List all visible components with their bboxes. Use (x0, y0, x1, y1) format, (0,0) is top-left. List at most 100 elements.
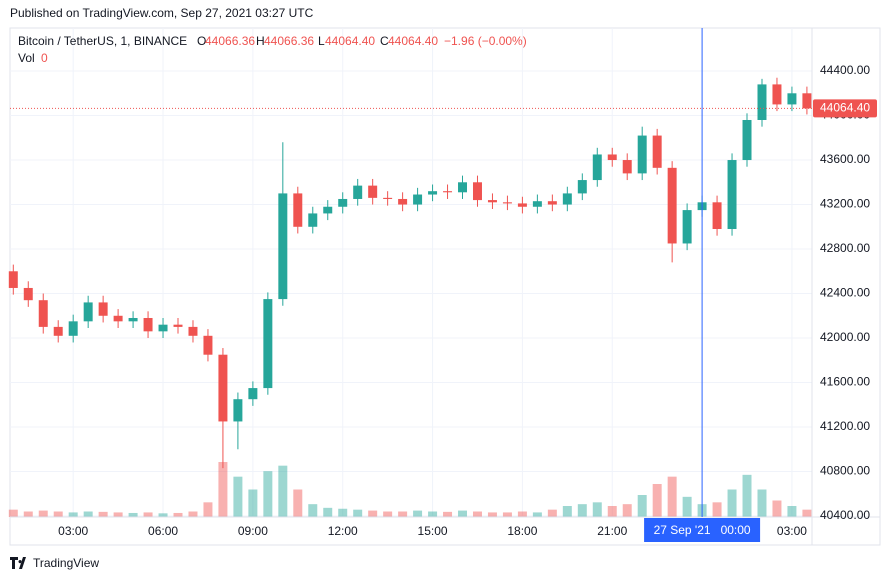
candle-body (218, 354, 228, 422)
volume-bar (772, 500, 782, 517)
volume-bar (8, 509, 18, 517)
candle-body (757, 84, 767, 120)
ohlc-key: L (318, 34, 325, 48)
x-tick-label: 18:00 (507, 524, 537, 538)
volume-bar (158, 513, 168, 517)
volume-bar (128, 512, 138, 517)
candle-body (532, 201, 542, 207)
x-tick-label: 03:00 (58, 524, 88, 538)
candle-body (293, 193, 303, 227)
volume-bar (203, 502, 213, 517)
footer-logo: TradingView (10, 556, 99, 570)
candle-body (652, 135, 662, 168)
y-tick-label: 41200.00 (820, 419, 870, 433)
crosshair-box (644, 518, 761, 542)
volume-bar (577, 504, 587, 517)
volume-bar (53, 511, 63, 517)
volume-bar (428, 511, 438, 517)
volume-bar (233, 476, 243, 517)
candle-body (607, 154, 617, 161)
volume-bar (278, 465, 288, 517)
candle-body (248, 388, 258, 400)
candle-body (517, 203, 527, 207)
candle-body (562, 193, 572, 205)
candle-body (338, 198, 348, 207)
candle-body (263, 299, 273, 389)
y-tick-label: 41600.00 (820, 375, 870, 389)
volume-bar (517, 511, 527, 517)
volume-bar (218, 462, 228, 517)
y-tick-label: 40400.00 (820, 508, 870, 522)
candle-body (712, 202, 722, 230)
candle-body (128, 317, 138, 322)
candle-body (458, 182, 468, 193)
y-tick-label: 42000.00 (820, 330, 870, 344)
candle-body (472, 182, 482, 201)
candle-body (113, 315, 123, 322)
logo-icon (10, 557, 26, 569)
candle-body (787, 93, 797, 105)
brand: TradingView (33, 556, 99, 570)
volume-bar (502, 512, 512, 517)
volume-bar (368, 510, 378, 517)
volume-bar (458, 510, 468, 517)
x-tick-label: 21:00 (597, 524, 627, 538)
volume-bar (787, 506, 797, 517)
volume-bar (98, 511, 108, 517)
volume-bar (308, 504, 318, 517)
candle-body (443, 191, 453, 193)
last-price-box (813, 99, 877, 118)
volume-bar (472, 511, 482, 517)
volume-bar (293, 489, 303, 517)
ohlc-key: H (256, 34, 265, 48)
candle-body (502, 202, 512, 204)
y-tick-label: 40800.00 (820, 464, 870, 478)
candle-body (38, 300, 48, 327)
x-tick-label: 15:00 (418, 524, 448, 538)
x-tick-label: 12:00 (328, 524, 358, 538)
volume-bar (383, 511, 393, 517)
vol-value: 0 (41, 51, 48, 65)
y-tick-label: 42400.00 (820, 286, 870, 300)
volume-bar (68, 512, 78, 517)
y-tick-label: 43200.00 (820, 197, 870, 211)
ohlc-value: 44064.40 (325, 34, 375, 48)
x-tick-label: 09:00 (238, 524, 268, 538)
volume-bar (547, 509, 557, 517)
candle-body (188, 326, 198, 336)
candle-body (487, 200, 497, 203)
ohlc-value: 44064.40 (388, 34, 438, 48)
volume-bar (592, 502, 602, 517)
x-tick-label: 06:00 (148, 524, 178, 538)
volume-bar (38, 510, 48, 517)
y-tick-label: 42800.00 (820, 241, 870, 255)
candle-body (308, 213, 318, 227)
ohlc-value: 44066.36 (264, 34, 314, 48)
candle-body (68, 321, 78, 336)
crosshair-label: 27 Sep '21 00:00 (654, 523, 751, 537)
vol-key: Vol (18, 51, 35, 65)
candle-body (278, 193, 288, 300)
volume-bar (532, 512, 542, 517)
ohlc-key: O (197, 34, 206, 48)
candle-body (802, 93, 812, 109)
candle-body (682, 210, 692, 244)
volume-bar (682, 496, 692, 517)
volume-bar (173, 512, 183, 517)
candle-body (622, 160, 632, 174)
volume-bar (413, 510, 423, 517)
candle-body (637, 135, 647, 174)
candle-body (353, 185, 363, 199)
ohlc-value: 44066.36 (205, 34, 255, 48)
candle-body (83, 302, 93, 322)
volume-bar (637, 495, 647, 517)
volume-bar (607, 506, 617, 517)
legend: Bitcoin / TetherUS, 1, BINANCE O 44066.3… (18, 34, 527, 65)
candle-body (368, 185, 378, 198)
volume-bar (143, 512, 153, 517)
candle-body (742, 119, 752, 161)
y-tick-label: 44400.00 (820, 63, 870, 77)
candle-body (23, 287, 33, 301)
candle-body (53, 326, 63, 336)
